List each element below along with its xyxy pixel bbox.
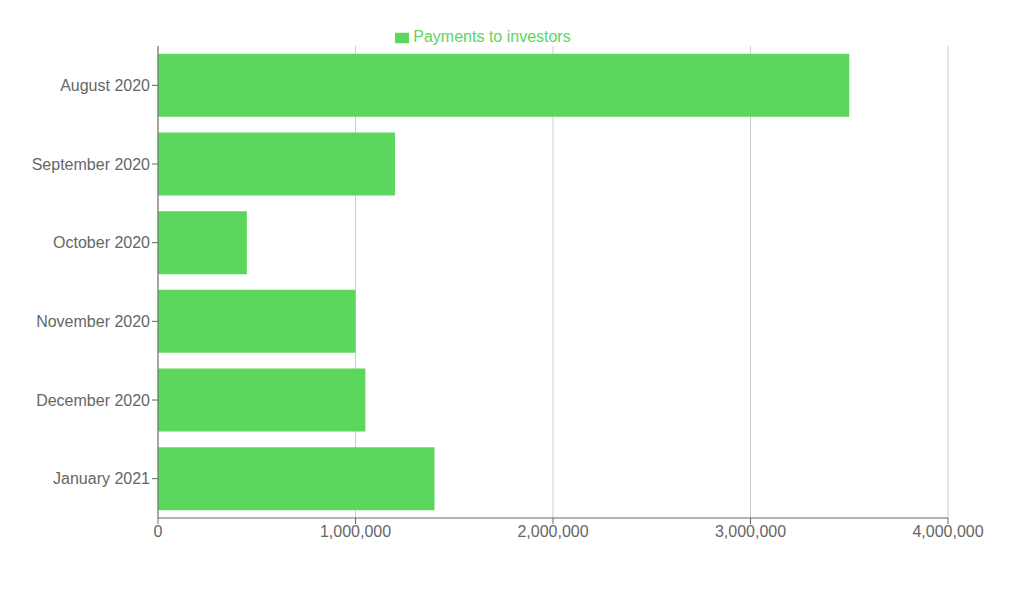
svg-text:December 2020: December 2020 (36, 392, 150, 409)
svg-text:0: 0 (154, 523, 163, 540)
svg-text:January 2021: January 2021 (53, 470, 150, 487)
svg-text:August 2020: August 2020 (60, 77, 150, 94)
svg-text:1,000,000: 1,000,000 (320, 523, 391, 540)
svg-text:October 2020: October 2020 (53, 234, 150, 251)
svg-text:November 2020: November 2020 (36, 313, 150, 330)
html-text:Payments to investors: Payments to investors (413, 28, 571, 45)
svg-text:September 2020: September 2020 (32, 156, 150, 173)
svg-text:2,000,000: 2,000,000 (517, 523, 588, 540)
svg-text:4,000,000: 4,000,000 (912, 523, 983, 540)
svg-text:3,000,000: 3,000,000 (715, 523, 786, 540)
